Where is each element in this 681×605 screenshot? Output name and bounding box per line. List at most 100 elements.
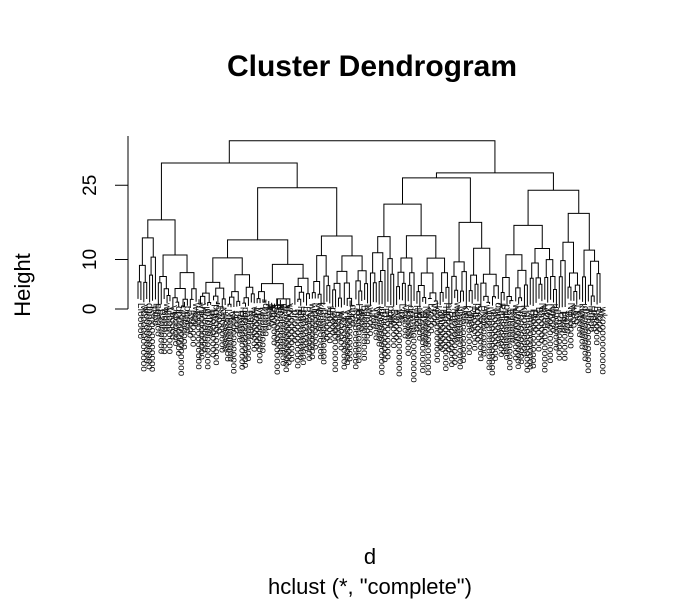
merge-link [567, 286, 572, 301]
leaf-label: Vboooooooooo [138, 304, 149, 372]
merge-link [189, 298, 194, 308]
y-axis: 0 10 25 [80, 136, 129, 314]
merge-link [545, 259, 554, 278]
leaf-label: dnoooooo [463, 311, 474, 356]
merge-link [518, 297, 523, 304]
leaf-label: wkoo [190, 302, 201, 327]
leaf-label: klooooooo [577, 304, 588, 351]
merge-link [191, 288, 197, 302]
merge-link [181, 301, 185, 308]
leaf-label: Bzoooooooo [475, 305, 486, 362]
leaf-label: pqoooo [414, 308, 425, 342]
leaf-label: Lfooooooo [164, 307, 175, 355]
merge-link [416, 291, 421, 308]
leaf-label: dnoooo [405, 305, 416, 339]
merge-link [369, 272, 376, 306]
merge-link [397, 271, 405, 287]
merge-link [317, 293, 322, 306]
merge-link [460, 290, 464, 303]
leaf-label: Ngooooooo [274, 303, 285, 355]
leaf-label: Ngooooooo [304, 310, 315, 362]
leaf-label: Bzooooooooo [504, 309, 515, 371]
merge-link [346, 297, 353, 307]
y-tick-label: 10 [80, 249, 101, 270]
leaf-label: Lfoo [397, 304, 408, 324]
merge-link [422, 297, 427, 304]
merge-link [377, 236, 391, 259]
leaf-label: Htoo [556, 312, 567, 334]
merge-link [372, 252, 384, 274]
leaf-label: Ngoo [594, 309, 605, 333]
merge-link [268, 300, 273, 310]
merge-link [236, 300, 241, 307]
leaf-label: Rmooooooo [379, 308, 390, 363]
merge-link [527, 189, 580, 226]
chart-subtitle: hclust (*, "complete") [268, 574, 472, 599]
leaf-label: dnooooo [434, 311, 445, 350]
merge-link [294, 286, 302, 305]
leaf-label: Htoooooo [498, 311, 509, 355]
leaf-label: Htooooooo [382, 311, 393, 360]
merge-link [468, 290, 473, 304]
merge-link [409, 272, 415, 302]
merge-link [287, 305, 293, 309]
merge-link [175, 301, 180, 307]
leaf-label: dnoooooooo [318, 309, 329, 365]
leaf-label: Bzoooooo [533, 307, 544, 352]
merge-link [269, 303, 276, 310]
merge-link [587, 284, 594, 302]
leaf-label: kloooooooo [286, 310, 297, 362]
merge-link [271, 304, 282, 308]
merge-link [337, 297, 342, 308]
leaf-label: Bzoooooooooo [272, 308, 283, 376]
merge-link [435, 172, 554, 191]
leaf-label: wkooo [365, 306, 376, 336]
leaf-label: Rmoooooooo [524, 310, 535, 370]
leaf-label: Vboooooooo [516, 308, 527, 365]
leaf-label: pqoooooooo [501, 305, 512, 361]
leaf-label: dnooooooo [173, 306, 184, 356]
leaf-label: dnoooooo [551, 306, 562, 351]
leaf-label: Bzooooooo [243, 311, 254, 362]
leaf-label: Vboooooooo [196, 303, 207, 360]
leaf-label: wkooooooooo [277, 303, 288, 367]
leaf-label: Rmooooooooo [147, 306, 158, 372]
merge-link [364, 283, 369, 304]
merge-link [221, 298, 226, 308]
leaf-label: Lfooooooooo [338, 311, 349, 370]
leaf-label: Lfoooooooo [222, 309, 233, 362]
leaf-label: Htooooooooo [353, 303, 364, 363]
leaf-label: Vboooooooo [458, 307, 469, 364]
merge-link [560, 260, 566, 308]
leaf-label: Vboooooooo [254, 307, 265, 364]
merge-link [174, 288, 186, 300]
merge-link [234, 274, 251, 292]
merge-link [458, 221, 483, 262]
merge-link [390, 273, 395, 307]
leaf-label: Bzoooooo [155, 309, 166, 354]
leaf-label: pqoo [588, 310, 599, 333]
leaf-label: Rmoo [205, 310, 216, 337]
leaf-label: Lfoooo [426, 303, 437, 334]
leaf-label: wkoooooo [248, 306, 259, 353]
merge-link [313, 281, 321, 295]
merge-link [523, 284, 528, 308]
leaf-label: Rmooooooooo [582, 308, 593, 374]
merge-link [380, 270, 386, 307]
merge-link [454, 289, 459, 302]
leaf-label: dnoooooooooo [376, 309, 387, 376]
merge-link [474, 283, 479, 302]
leaf-label: Htoooooooo [295, 306, 306, 361]
merge-link [341, 255, 363, 272]
leaf-label: klooooooo [257, 307, 268, 354]
leaf-label: Rmoo [263, 304, 274, 331]
leaf-label: pqoo [356, 309, 367, 332]
leaf-label: dnooooooooo [521, 312, 532, 374]
leaf-label: Vbooooooooo [283, 303, 294, 366]
leaf-label: dnoo [231, 311, 242, 334]
merge-link [506, 295, 512, 306]
merge-link [426, 257, 446, 274]
merge-link [401, 282, 406, 307]
leaf-label: Vboooooooo [341, 309, 352, 366]
